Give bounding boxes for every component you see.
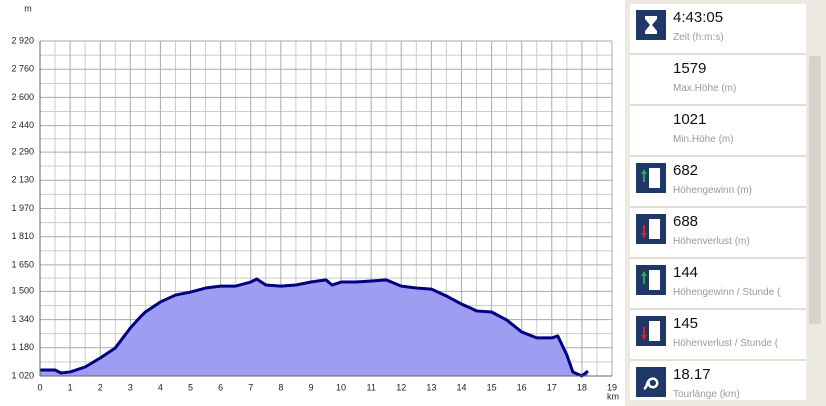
y-tick-label: 1 340 bbox=[11, 314, 34, 324]
x-tick-label: 19 bbox=[607, 382, 617, 392]
icon bbox=[636, 367, 666, 397]
x-tick-label: 12 bbox=[396, 382, 406, 392]
elevation-line bbox=[40, 277, 589, 378]
stat-value: 1021 bbox=[673, 111, 707, 128]
y-tick-label: 1 650 bbox=[11, 259, 34, 269]
x-tick-label: 0 bbox=[37, 382, 42, 392]
scroll-thumb[interactable] bbox=[809, 56, 821, 324]
icon bbox=[636, 163, 666, 193]
x-tick-label: 9 bbox=[308, 382, 313, 392]
stat-item: 682 Höhengewinn (m) bbox=[630, 157, 806, 208]
x-tick-label: 2 bbox=[98, 382, 103, 392]
stat-label: Max.Höhe (m) bbox=[673, 83, 737, 94]
x-tick-label: 4 bbox=[158, 382, 163, 392]
y-tick-label: 2 760 bbox=[11, 64, 34, 74]
area-fill bbox=[40, 279, 588, 376]
x-tick-label: 16 bbox=[517, 382, 527, 392]
stat-label: Höhenverlust (m) bbox=[673, 236, 750, 247]
stat-label: Höhengewinn (m) bbox=[673, 185, 752, 196]
icon bbox=[636, 10, 666, 40]
x-tick-label: 1 bbox=[68, 382, 73, 392]
x-tick-label: 10 bbox=[336, 382, 346, 392]
stat-label: Höhenverlust / Stunde ( bbox=[673, 338, 779, 349]
icon bbox=[636, 316, 666, 346]
x-tick-label: 3 bbox=[128, 382, 133, 392]
y-tick-label: 2 920 bbox=[11, 35, 34, 45]
chart: m km 0 1 2 3 4 5 6 7 8 9 10 11 12 13 14 15 16 17 18 191 020… bbox=[0, 0, 625, 406]
stats-panel: 4:43:05 Zeit (h:m:s) 1579 Max.Höhe (m) 1… bbox=[630, 4, 806, 400]
stat-value: 144 bbox=[673, 264, 699, 281]
stat-value: 4:43:05 bbox=[673, 9, 724, 26]
stat-label: Tourlänge (km) bbox=[673, 389, 740, 400]
x-tick-label: 6 bbox=[218, 382, 223, 392]
icon bbox=[636, 214, 666, 244]
stat-value: 682 bbox=[673, 162, 699, 179]
y-tick-label: 1 810 bbox=[11, 231, 34, 241]
x-tick-label: 14 bbox=[456, 382, 466, 392]
y-tick-label: 1 020 bbox=[11, 370, 34, 380]
x-tick-label: 5 bbox=[188, 382, 193, 392]
x-tick-label: 7 bbox=[248, 382, 253, 392]
x-tick-label: 8 bbox=[278, 382, 283, 392]
stat-label: Zeit (h:m:s) bbox=[673, 32, 724, 43]
stat-item: 688 Höhenverlust (m) bbox=[630, 208, 806, 259]
stat-label: Höhengewinn / Stunde ( bbox=[673, 287, 781, 298]
icon bbox=[636, 265, 666, 295]
y-tick-label: 2 130 bbox=[11, 175, 34, 185]
y-tick-label: 2 440 bbox=[11, 120, 34, 130]
stat-value: 145 bbox=[673, 315, 699, 332]
y-tick-label: 2 600 bbox=[11, 92, 34, 102]
x-tick-label: 18 bbox=[577, 382, 587, 392]
x-tick-label: 17 bbox=[547, 382, 557, 392]
x-tick-label: 13 bbox=[426, 382, 436, 392]
y-tick-label: 1 180 bbox=[11, 342, 34, 352]
stat-value: 18.17 bbox=[673, 366, 711, 383]
stat-item: 4:43:05 Zeit (h:m:s) bbox=[630, 4, 806, 55]
stat-value: 688 bbox=[673, 213, 699, 230]
y-tick-label: 1 500 bbox=[11, 286, 34, 296]
x-tick-label: 11 bbox=[366, 382, 375, 392]
stat-value: 1579 bbox=[673, 60, 707, 77]
y-unit: m bbox=[24, 3, 32, 13]
stat-label: Min.Höhe (m) bbox=[673, 134, 734, 145]
x-tick-label: 15 bbox=[487, 382, 497, 392]
scrollbar[interactable] bbox=[808, 4, 822, 400]
stat-item: 1579 Max.Höhe (m) bbox=[630, 55, 806, 106]
stat-item: 1021 Min.Höhe (m) bbox=[630, 106, 806, 157]
stat-item: 18.17 Tourlänge (km) bbox=[630, 361, 806, 400]
y-tick-label: 1 970 bbox=[11, 203, 34, 213]
stat-item: 144 Höhengewinn / Stunde ( bbox=[630, 259, 806, 310]
x-unit: km bbox=[607, 391, 619, 401]
y-tick-label: 2 290 bbox=[11, 146, 34, 156]
stat-item: 145 Höhenverlust / Stunde ( bbox=[630, 310, 806, 361]
